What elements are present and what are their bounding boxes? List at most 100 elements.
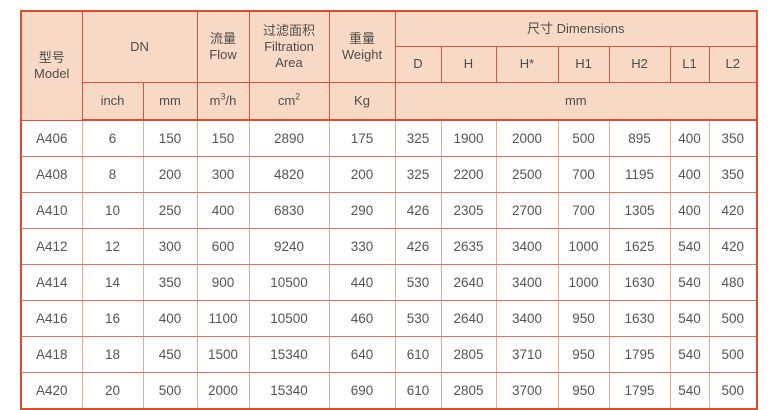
col-header-weight: 重量 Weight: [328, 10, 396, 83]
cell-value: 400: [142, 300, 198, 337]
cell-value: 300: [142, 228, 198, 265]
cell-value: 540: [669, 336, 710, 373]
spec-table: 型号 Model DN 流量 Flow 过滤面积 Filtration Area…: [20, 10, 759, 410]
col-header-weight-en: Weight: [341, 47, 383, 62]
cell-value: 500: [142, 372, 198, 410]
col-header-flow-zh: 流量: [209, 30, 236, 46]
col-header-dim-hstar: H*: [495, 46, 559, 83]
cell-model: A408: [20, 156, 83, 193]
cell-value: 18: [81, 336, 144, 373]
cell-value: 500: [708, 372, 758, 410]
cell-value: 400: [669, 156, 710, 193]
cell-value: 325: [394, 156, 442, 193]
cell-value: 2890: [248, 119, 330, 157]
cell-value: 3700: [495, 372, 559, 410]
cell-value: 690: [328, 372, 396, 410]
cell-value: 10500: [248, 264, 330, 301]
col-header-dimensions: 尺寸 Dimensions: [394, 10, 758, 47]
cell-value: 175: [328, 119, 396, 157]
table-body: A406 6 150 150 2890 175 325 1900 2000 500 895 400 35…: [20, 119, 758, 410]
cell-value: 500: [708, 300, 758, 337]
unit-mm: mm: [142, 82, 198, 121]
table-row: A410 10 250 400 6830 290 426 2305 2700 700 1305 400…: [20, 192, 758, 229]
cell-value: 610: [394, 372, 442, 410]
cell-value: 950: [557, 300, 610, 337]
cell-value: 540: [669, 372, 710, 410]
cell-value: 350: [708, 119, 758, 157]
cell-value: 1100: [196, 300, 250, 337]
cell-value: 1630: [608, 300, 671, 337]
cell-value: 530: [394, 264, 442, 301]
col-header-model-en: Model: [34, 65, 70, 81]
cell-value: 2000: [196, 372, 250, 410]
cell-value: 1000: [557, 264, 610, 301]
col-header-dim-h: H: [440, 46, 497, 83]
cell-value: 4820: [248, 156, 330, 193]
cell-value: 250: [142, 192, 198, 229]
cell-value: 2000: [495, 119, 559, 157]
cell-value: 950: [557, 372, 610, 410]
table-row: A406 6 150 150 2890 175 325 1900 2000 500 895 400 35…: [20, 119, 758, 157]
table-row: A420 20 500 2000 15340 690 610 2805 3700 950 1795 5…: [20, 372, 758, 410]
spec-table-container: 型号 Model DN 流量 Flow 过滤面积 Filtration Area…: [20, 10, 759, 410]
cell-value: 1630: [608, 264, 671, 301]
cell-value: 3710: [495, 336, 559, 373]
cell-value: 3400: [495, 300, 559, 337]
cell-value: 500: [708, 336, 758, 373]
cell-model: A416: [20, 300, 83, 337]
cell-model: A410: [20, 192, 83, 229]
cell-value: 610: [394, 336, 442, 373]
cell-value: 200: [328, 156, 396, 193]
col-header-filtration-zh: 过滤面积: [262, 22, 315, 38]
cell-value: 460: [328, 300, 396, 337]
cell-value: 300: [196, 156, 250, 193]
col-header-dim-l1: L1: [669, 46, 710, 83]
cell-value: 1625: [608, 228, 671, 265]
cell-value: 330: [328, 228, 396, 265]
cell-value: 20: [81, 372, 144, 410]
cell-value: 540: [669, 228, 710, 265]
cell-value: 2200: [440, 156, 497, 193]
cell-value: 350: [142, 264, 198, 301]
cell-value: 700: [557, 192, 610, 229]
cell-model: A414: [20, 264, 83, 301]
cell-value: 12: [81, 228, 144, 265]
cell-value: 325: [394, 119, 442, 157]
cell-value: 350: [708, 156, 758, 193]
col-header-model: 型号 Model: [20, 10, 83, 121]
col-header-filtration-area: 过滤面积 Filtration Area: [248, 10, 330, 83]
table-row: A416 16 400 1100 10500 460 530 2640 3400 950 1630 5…: [20, 300, 758, 337]
cell-value: 200: [142, 156, 198, 193]
unit-flow: m3/h: [196, 82, 250, 121]
unit-flow-base: m: [209, 92, 221, 108]
cell-value: 3400: [495, 228, 559, 265]
cell-value: 2805: [440, 336, 497, 373]
cell-value: 540: [669, 300, 710, 337]
unit-area: cm2: [248, 82, 330, 121]
col-header-flow-en: Flow: [209, 47, 237, 62]
cell-value: 1795: [608, 372, 671, 410]
cell-value: 700: [557, 156, 610, 193]
cell-value: 640: [328, 336, 396, 373]
col-header-dim-l2: L2: [708, 46, 758, 83]
col-header-filtration-en2: Area: [275, 55, 303, 71]
cell-value: 420: [708, 228, 758, 265]
col-header-weight-zh: 重量: [348, 30, 375, 46]
cell-value: 1500: [196, 336, 250, 373]
cell-value: 14: [81, 264, 144, 301]
unit-flow-sup: 3: [220, 91, 226, 102]
unit-dimensions-mm: mm: [394, 82, 758, 121]
cell-value: 10: [81, 192, 144, 229]
cell-value: 1795: [608, 336, 671, 373]
cell-value: 3400: [495, 264, 559, 301]
col-header-dn: DN: [81, 10, 198, 83]
cell-value: 8: [81, 156, 144, 193]
table-row: A414 14 350 900 10500 440 530 2640 3400 1000 1630 5…: [20, 264, 758, 301]
cell-value: 450: [142, 336, 198, 373]
cell-value: 15340: [248, 372, 330, 410]
cell-value: 540: [669, 264, 710, 301]
cell-value: 400: [196, 192, 250, 229]
cell-value: 2635: [440, 228, 497, 265]
cell-value: 480: [708, 264, 758, 301]
cell-value: 426: [394, 228, 442, 265]
